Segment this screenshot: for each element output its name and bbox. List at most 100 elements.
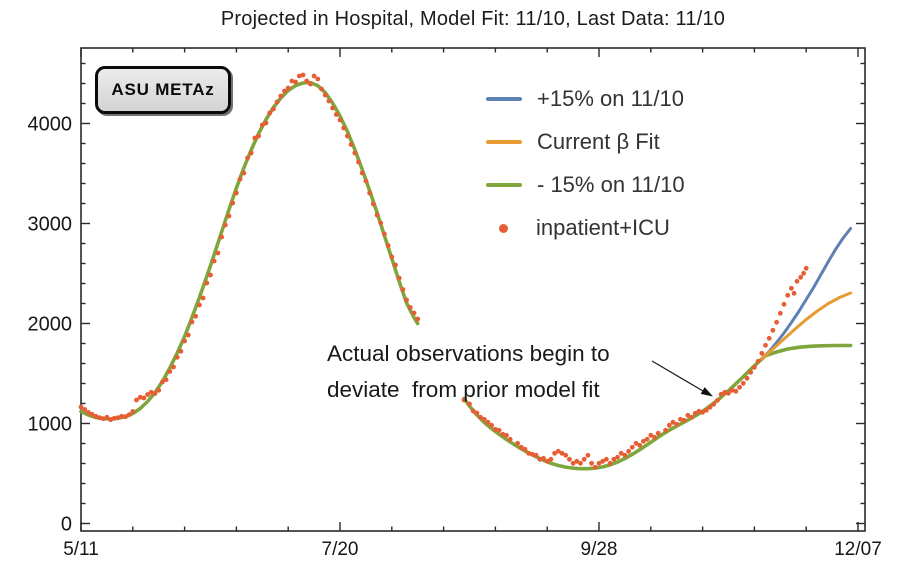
- observations-point: [633, 440, 639, 446]
- observations-point: [189, 319, 195, 325]
- observations-point: [726, 390, 731, 396]
- observations-point: [604, 456, 609, 462]
- observations-point: [692, 410, 698, 416]
- observations-dot-swatch: [499, 223, 508, 233]
- observations-point: [367, 190, 372, 196]
- observations-point: [171, 364, 176, 370]
- observations-point: [123, 414, 128, 420]
- observations-point: [230, 200, 236, 206]
- observations-point: [641, 438, 646, 444]
- observations-point: [759, 350, 765, 356]
- observations-point: [245, 155, 250, 161]
- observations-point: [152, 391, 158, 396]
- observations-point: [415, 316, 421, 322]
- observations-point: [411, 310, 417, 316]
- observations-point: [629, 444, 635, 450]
- observations-point: [696, 408, 702, 414]
- observations-point: [737, 384, 742, 390]
- observations-point: [89, 411, 95, 417]
- observations-point: [141, 395, 147, 401]
- observations-point: [252, 135, 258, 141]
- observations-point: [315, 76, 321, 82]
- observations-point: [703, 407, 709, 413]
- observations-point: [585, 452, 591, 458]
- observations-point: [289, 78, 295, 84]
- minus15-line-swatch: [486, 183, 522, 187]
- observations-point: [211, 258, 217, 264]
- observations-point: [167, 369, 173, 374]
- observations-point: [370, 201, 376, 207]
- observations-point: [729, 387, 735, 393]
- observations-point: [618, 450, 624, 456]
- observations-point: [541, 455, 546, 461]
- observations-point: [393, 262, 398, 268]
- observations-point: [552, 450, 557, 456]
- observations-point: [733, 388, 739, 394]
- observations-point: [581, 456, 587, 462]
- observations-point: [718, 391, 724, 397]
- y-tick-label: 3000: [28, 214, 73, 236]
- observations-point: [300, 72, 306, 78]
- annotation-line1: Actual observations begin to: [327, 341, 610, 366]
- observations-point: [715, 397, 720, 403]
- observations-point: [555, 448, 561, 454]
- observations-point: [352, 150, 358, 156]
- observations-point: [596, 460, 602, 466]
- observations-point: [740, 380, 746, 386]
- observations-point: [345, 133, 350, 139]
- x-tick-label: 9/28: [581, 539, 618, 560]
- x-tick-label: 5/11: [63, 539, 99, 560]
- observations-point: [648, 432, 654, 438]
- observations-point: [744, 375, 750, 381]
- y-tick-label: 4000: [28, 114, 73, 136]
- chart-title: Projected in Hospital, Model Fit: 11/10,…: [220, 8, 726, 30]
- observations-point: [271, 106, 276, 112]
- observations-point: [274, 99, 280, 105]
- plus15-line-swatch: [486, 97, 522, 101]
- legend: +15% on 11/10 Current β Fit - 15% on 11/…: [486, 86, 685, 260]
- observations-point: [461, 397, 467, 403]
- observations-point: [615, 454, 620, 460]
- y-tick-label: 1000: [28, 414, 73, 436]
- badge-label: ASU METAz: [111, 80, 215, 99]
- observations-point: [293, 79, 298, 85]
- observations-point: [311, 73, 317, 79]
- observations-point: [219, 234, 225, 240]
- legend-item-minus15: - 15% on 11/10: [486, 172, 685, 197]
- observations-point: [777, 310, 783, 316]
- observations-point: [78, 404, 84, 410]
- observations-point: [607, 460, 613, 466]
- observations-point: [396, 275, 402, 281]
- observations-point: [374, 212, 380, 218]
- observations-point: [226, 213, 232, 219]
- observations-point: [215, 250, 221, 256]
- observations-point: [134, 397, 139, 403]
- observations-point: [666, 422, 672, 428]
- observations-point: [766, 335, 772, 341]
- observations-point: [145, 392, 151, 397]
- observations-point: [93, 413, 99, 419]
- observations-point: [174, 354, 180, 360]
- observations-point: [507, 436, 513, 442]
- observations-point: [86, 410, 91, 415]
- observations-point: [241, 170, 247, 176]
- observations-point: [378, 220, 384, 226]
- annotation-arrow-line: [651, 360, 704, 392]
- observations-point: [263, 120, 269, 126]
- observations-point: [544, 458, 550, 464]
- observations-point: [97, 415, 102, 421]
- legend-label: - 15% on 11/10: [537, 172, 685, 197]
- observations-point: [130, 409, 136, 414]
- observations-point: [748, 369, 754, 375]
- observations-point: [363, 178, 369, 184]
- observations-point: [467, 401, 472, 407]
- observations-point: [789, 285, 794, 291]
- observations-point: [559, 450, 565, 456]
- observations-point: [755, 358, 761, 364]
- observations-point: [526, 450, 532, 456]
- observations-point: [326, 98, 332, 104]
- observations-point: [278, 93, 284, 99]
- asu-metaz-badge: ASU METAz: [95, 66, 231, 114]
- observations-point: [707, 404, 713, 410]
